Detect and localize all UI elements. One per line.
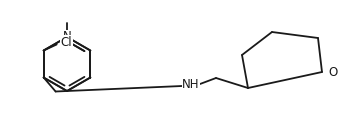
Text: N: N (62, 30, 72, 44)
Text: O: O (328, 66, 337, 78)
Text: Cl: Cl (61, 36, 72, 49)
Text: NH: NH (182, 77, 200, 90)
